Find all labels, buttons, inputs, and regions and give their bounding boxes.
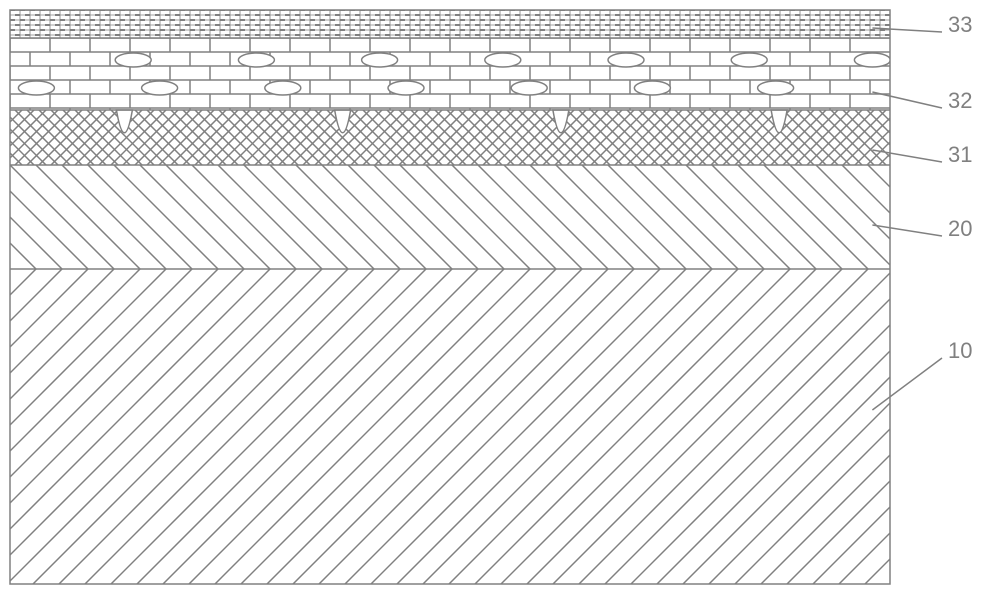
layer-31 xyxy=(0,110,934,165)
oval xyxy=(634,81,670,95)
layer-label-32: 32 xyxy=(948,88,972,113)
oval xyxy=(362,53,398,67)
oval xyxy=(265,81,301,95)
layer-20 xyxy=(0,165,972,269)
layer-diagram: 33 32 31 20 10 xyxy=(0,0,1000,594)
oval xyxy=(854,53,890,67)
layer-33 xyxy=(10,10,890,38)
oval xyxy=(238,53,274,67)
diagram-container: 33 32 31 20 10 xyxy=(0,0,1000,594)
layer-label-10: 10 xyxy=(948,338,972,363)
oval xyxy=(758,81,794,95)
oval xyxy=(115,53,151,67)
oval xyxy=(142,81,178,95)
layer-label-31: 31 xyxy=(948,142,972,167)
oval xyxy=(388,81,424,95)
oval xyxy=(511,81,547,95)
oval xyxy=(731,53,767,67)
oval xyxy=(485,53,521,67)
oval xyxy=(608,53,644,67)
oval xyxy=(18,81,54,95)
layer-label-20: 20 xyxy=(948,216,972,241)
layer-label-33: 33 xyxy=(948,12,972,37)
layer-10 xyxy=(0,269,1000,584)
